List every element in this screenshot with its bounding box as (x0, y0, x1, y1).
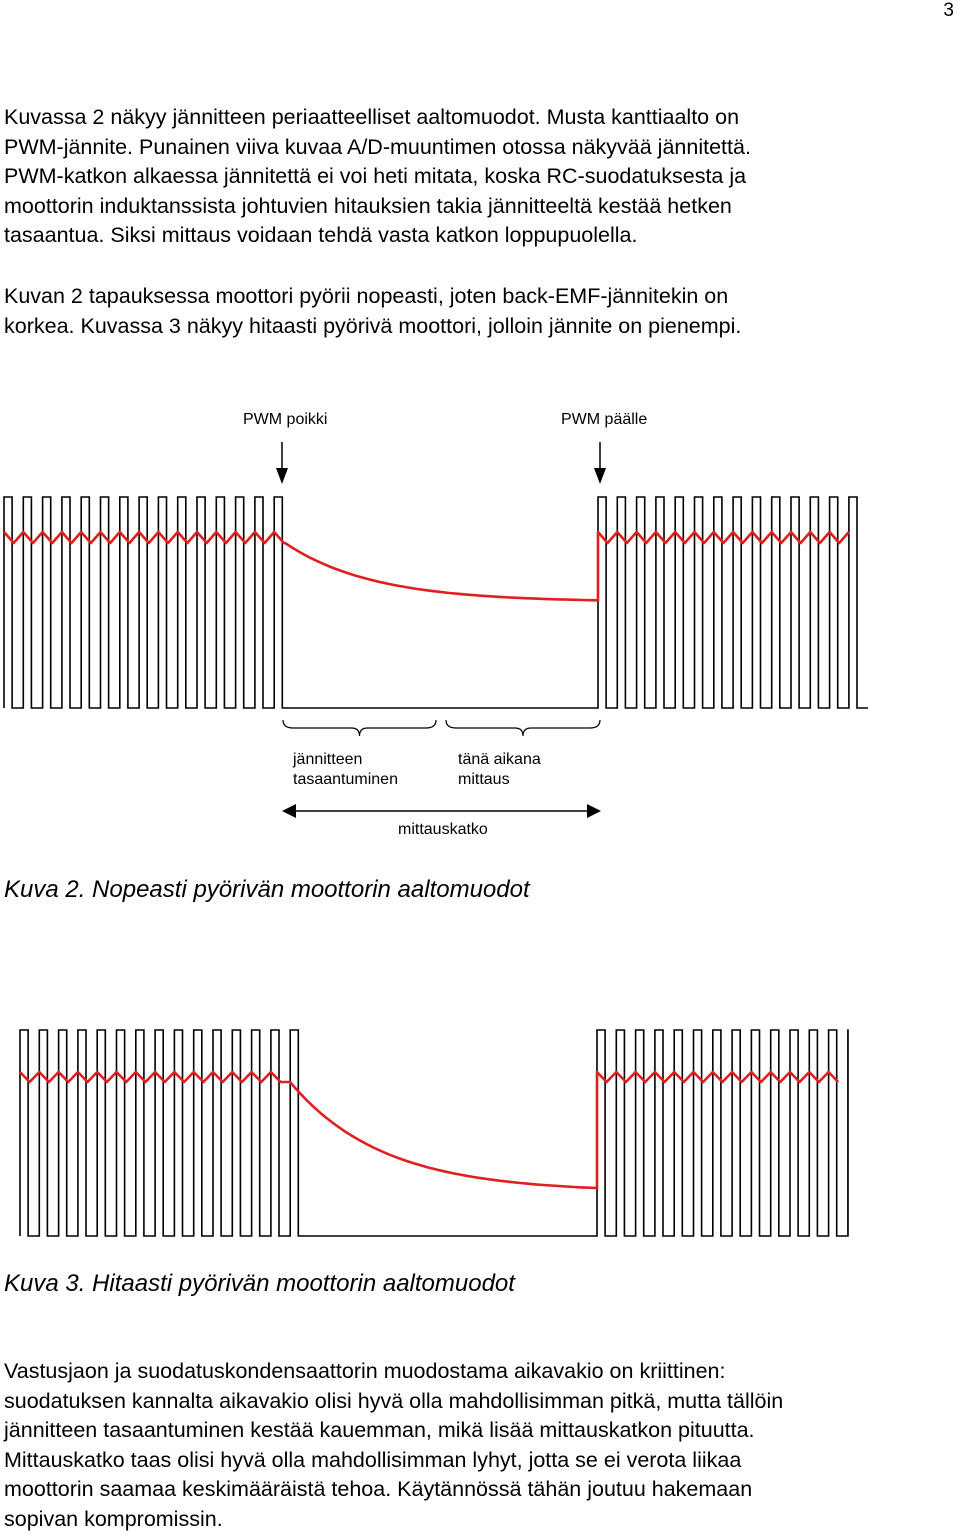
text-line: Kuvassa 2 näkyy jännitteen periaatteelli… (4, 105, 740, 129)
text-line: Mittauskatko taas olisi hyvä olla mahdol… (4, 1447, 742, 1472)
adc-voltage-trace (3, 530, 850, 602)
adc-voltage-trace (19, 1070, 840, 1190)
figure-3-caption: Kuva 3. Hitaasti pyörivän moottorin aalt… (4, 1270, 515, 1297)
gap-arrow-left (282, 804, 296, 818)
paragraph-fast-motor: Kuvan 2 tapauksessa moottori pyörii nope… (4, 282, 949, 341)
text-line: tasaantua. Siksi mittaus voidaan tehdä v… (4, 223, 638, 247)
label-settling: jännitteen tasaantuminen (293, 751, 398, 788)
interval-braces (282, 719, 601, 737)
pwm-square-wave (3, 496, 868, 709)
figure-3-waveform (19, 1029, 849, 1237)
label-pwm-off: PWM poikki (243, 411, 328, 428)
gap-arrow-right (587, 804, 601, 818)
figure-2-caption: Kuva 2. Nopeasti pyörivän moottorin aalt… (4, 876, 530, 903)
text-line: moottorin saamaa keskimääräistä tehoa. K… (4, 1477, 753, 1501)
paragraph-intro: Kuvassa 2 näkyy jännitteen periaatteelli… (4, 103, 949, 251)
text-line: PWM-katkon alkaessa jännitettä ei voi he… (4, 164, 747, 188)
text-line: PWM-jännite. Punainen viiva kuvaa A/D-mu… (4, 134, 751, 159)
text-line: Kuvan 2 tapauksessa moottori pyörii nope… (4, 284, 729, 308)
label-measurement-gap: mittauskatko (398, 821, 488, 838)
figure-2-waveform (3, 442, 868, 818)
label-pwm-on: PWM päälle (561, 411, 648, 428)
text-line: jännitteen tasaantuminen kestää kauemman… (4, 1418, 755, 1442)
pwm-on-arrow-head (594, 468, 606, 484)
paragraph-time-constant: Vastusjaon ja suodatuskondensaattorin mu… (4, 1357, 949, 1534)
pwm-off-arrow-head (276, 468, 288, 484)
page-number: 3 (943, 0, 954, 21)
text-line: Vastusjaon ja suodatuskondensaattorin mu… (4, 1359, 726, 1383)
pwm-square-wave (19, 1029, 849, 1237)
text-line: moottorin induktanssista johtuvien hitau… (4, 193, 732, 218)
text-line: suodatuksen kannalta aikavakio olisi hyv… (4, 1388, 784, 1413)
text-line: korkea. Kuvassa 3 näkyy hitaasti pyörivä… (4, 313, 742, 338)
text-line: sopivan kompromissin. (4, 1506, 223, 1531)
measurement-gap-arrow (282, 804, 601, 818)
pwm-event-arrows (276, 442, 606, 484)
label-measure: tänä aikana mittaus (458, 751, 541, 788)
